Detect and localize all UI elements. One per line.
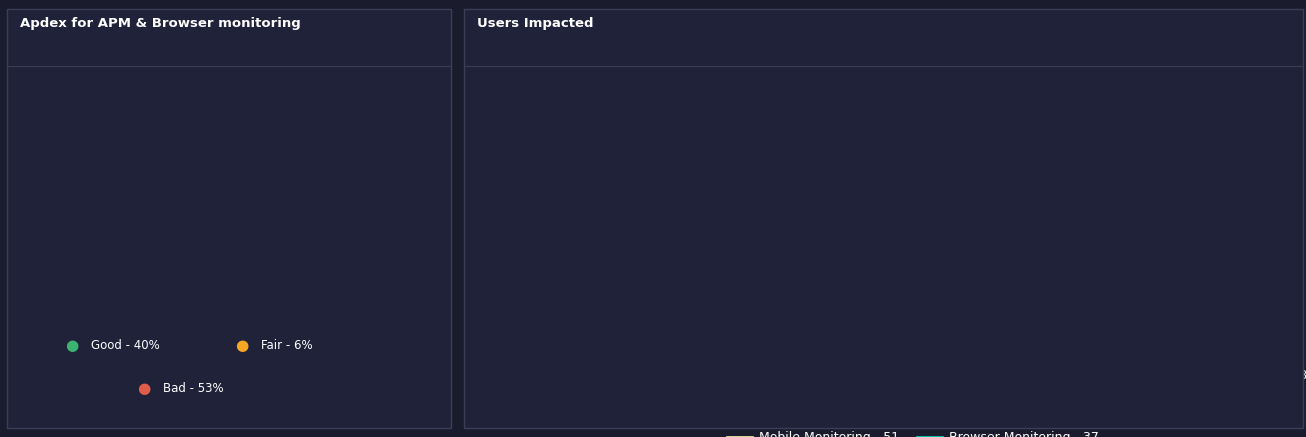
Browser Monitoring - 37 bbox=[1195, 349, 1211, 354]
Mobile Monitoring - 51 bbox=[999, 349, 1015, 354]
Text: Bad - 53%: Bad - 53% bbox=[163, 382, 223, 395]
Wedge shape bbox=[246, 121, 325, 304]
Mobile Monitoring - 51 bbox=[1195, 105, 1211, 110]
Text: 32: 32 bbox=[205, 219, 252, 253]
Browser Monitoring - 37 bbox=[1126, 349, 1141, 354]
Browser Monitoring - 37 bbox=[1207, 320, 1222, 325]
Mobile Monitoring - 51 bbox=[528, 349, 543, 354]
Text: Users Impacted: Users Impacted bbox=[477, 17, 593, 31]
Y-axis label: No of Users: No of Users bbox=[498, 182, 511, 255]
Browser Monitoring - 37 bbox=[528, 349, 543, 354]
Mobile Monitoring - 51 bbox=[780, 349, 795, 354]
Browser Monitoring - 37 bbox=[1157, 191, 1173, 196]
Browser Monitoring - 37 bbox=[1030, 349, 1046, 354]
Browser Monitoring - 37 bbox=[780, 349, 795, 354]
Browser Monitoring - 37 bbox=[1282, 327, 1298, 332]
Browser Monitoring - 37 bbox=[999, 349, 1015, 354]
Line: Browser Monitoring - 37: Browser Monitoring - 37 bbox=[535, 194, 1290, 351]
Text: ●: ● bbox=[137, 382, 150, 396]
Browser Monitoring - 37 bbox=[1238, 212, 1254, 218]
Browser Monitoring - 37 bbox=[653, 349, 669, 354]
Browser Monitoring - 37 bbox=[1175, 349, 1191, 354]
Browser Monitoring - 37 bbox=[1093, 327, 1109, 332]
Browser Monitoring - 37 bbox=[1062, 341, 1077, 347]
Mobile Monitoring - 51 bbox=[1106, 341, 1122, 347]
Wedge shape bbox=[219, 269, 256, 308]
Mobile Monitoring - 51 bbox=[1220, 349, 1235, 354]
Mobile Monitoring - 51 bbox=[1030, 349, 1046, 354]
Text: Good - 40%: Good - 40% bbox=[91, 339, 161, 352]
Mobile Monitoring - 51 bbox=[1062, 349, 1077, 354]
Wedge shape bbox=[132, 116, 259, 308]
Mobile Monitoring - 51 bbox=[1251, 349, 1267, 354]
Browser Monitoring - 37 bbox=[1220, 234, 1235, 239]
Text: ●: ● bbox=[235, 338, 248, 353]
Text: Fair - 6%: Fair - 6% bbox=[261, 339, 313, 352]
Browser Monitoring - 37 bbox=[968, 349, 983, 354]
Text: Apdex for APM & Browser monitoring: Apdex for APM & Browser monitoring bbox=[20, 17, 300, 31]
X-axis label: Time: Time bbox=[897, 387, 929, 400]
Browser Monitoring - 37 bbox=[1258, 313, 1273, 318]
Line: Mobile Monitoring - 51: Mobile Monitoring - 51 bbox=[535, 108, 1290, 351]
Legend: Mobile Monitoring - 51, Browser Monitoring - 37: Mobile Monitoring - 51, Browser Monitori… bbox=[722, 426, 1104, 437]
Browser Monitoring - 37 bbox=[905, 349, 921, 354]
Text: ●: ● bbox=[65, 338, 78, 353]
Mobile Monitoring - 51 bbox=[1175, 349, 1191, 354]
Text: Applications: Applications bbox=[175, 193, 282, 208]
Mobile Monitoring - 51 bbox=[968, 349, 983, 354]
Mobile Monitoring - 51 bbox=[1157, 126, 1173, 132]
Mobile Monitoring - 51 bbox=[653, 349, 669, 354]
Mobile Monitoring - 51 bbox=[1093, 298, 1109, 304]
Mobile Monitoring - 51 bbox=[1126, 349, 1141, 354]
Mobile Monitoring - 51 bbox=[1282, 349, 1298, 354]
Browser Monitoring - 37 bbox=[1106, 341, 1122, 347]
Mobile Monitoring - 51 bbox=[905, 349, 921, 354]
